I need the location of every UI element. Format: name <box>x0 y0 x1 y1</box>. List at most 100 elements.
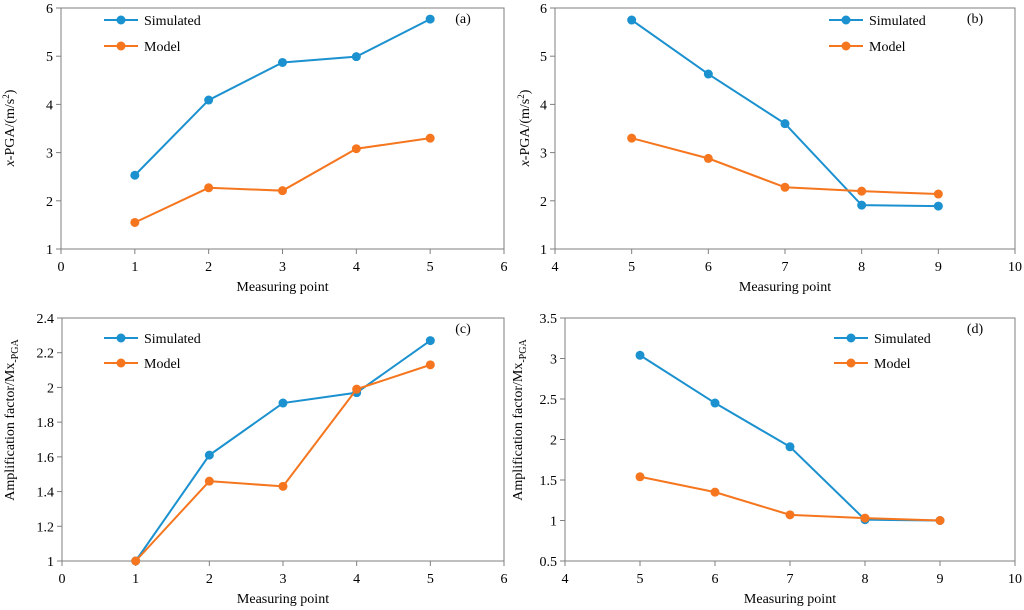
legend-marker <box>116 15 126 25</box>
x-tick-label: 0 <box>58 260 65 275</box>
x-tick-label: 2 <box>206 572 213 587</box>
series-line-model <box>134 137 431 224</box>
x-tick-label: 7 <box>782 260 789 275</box>
x-tick-label: 0 <box>59 572 66 587</box>
x-tick-label: 3 <box>279 260 286 275</box>
data-point-simulated <box>204 95 214 105</box>
y-tick-label: 2 <box>46 195 53 210</box>
data-point-model <box>780 182 790 192</box>
legend-label: Model <box>874 357 911 372</box>
data-point-simulated <box>627 15 637 25</box>
panel-label: (c) <box>455 322 471 337</box>
y-tick-label: 6 <box>540 2 547 17</box>
panel-label: (a) <box>455 12 471 27</box>
data-point-model <box>130 217 140 227</box>
data-point-model <box>204 476 214 486</box>
legend-label: Simulated <box>869 14 926 29</box>
data-point-simulated <box>278 57 287 67</box>
y-tick-label: 3.5 <box>540 312 558 327</box>
x-tick-label: 4 <box>353 572 360 587</box>
legend-label: Model <box>869 40 906 55</box>
y-tick-label: 1.4 <box>37 486 55 501</box>
y-tick-label: 3 <box>540 147 547 162</box>
legend-marker <box>841 41 851 51</box>
series-line-model <box>134 363 431 562</box>
y-tick-label: 1 <box>46 243 53 258</box>
data-point-simulated <box>703 69 713 79</box>
plot-frame <box>60 7 505 250</box>
data-point-simulated <box>204 450 214 460</box>
y-axis-label: Amplification factor/Mx-PGA <box>3 339 21 501</box>
x-axis-label: Measuring point <box>739 280 831 295</box>
data-point-simulated <box>635 350 645 360</box>
x-tick-label: 5 <box>628 260 635 275</box>
data-point-model <box>710 487 720 497</box>
y-axis-label: x-PGA/(m/s2) <box>516 89 533 167</box>
y-tick-label: 4 <box>46 98 53 113</box>
x-tick-label: 10 <box>1008 572 1022 587</box>
y-axis-label: Amplification factor/Mx-PGA <box>511 339 529 501</box>
y-tick-label: 5 <box>46 50 53 65</box>
legend-label: Simulated <box>144 332 201 347</box>
x-tick-label: 3 <box>280 572 287 587</box>
data-point-model <box>278 481 288 491</box>
x-tick-label: 6 <box>705 260 712 275</box>
data-point-simulated <box>278 398 288 408</box>
x-tick-label: 5 <box>637 572 644 587</box>
data-point-model <box>425 133 435 143</box>
data-point-model <box>635 472 645 482</box>
data-point-model <box>933 189 943 199</box>
chart-panel: 4 5 6 7 8 9 10 0.5 1 1.5 2 2.5 3 3.5 Measuring point Am… <box>511 312 1022 607</box>
plot-frame <box>554 7 1016 250</box>
data-point-simulated <box>857 200 867 210</box>
y-tick-label: 1.6 <box>37 451 55 466</box>
y-tick-label: 2 <box>550 434 557 449</box>
y-tick-label: 1 <box>550 515 557 530</box>
x-tick-label: 10 <box>1008 260 1022 275</box>
legend-label: Model <box>144 357 181 372</box>
y-tick-label: 1.8 <box>37 416 55 431</box>
y-tick-label: 2.2 <box>37 347 55 362</box>
y-tick-label: 1.5 <box>540 474 558 489</box>
data-point-model <box>860 513 870 523</box>
legend-label: Simulated <box>874 332 931 347</box>
y-tick-label: 1 <box>47 555 54 570</box>
data-point-model <box>131 556 141 566</box>
data-point-simulated <box>425 336 435 346</box>
x-tick-label: 6 <box>712 572 719 587</box>
y-tick-label: 3 <box>46 147 53 162</box>
y-tick-label: 3 <box>550 353 557 368</box>
x-tick-label: 1 <box>132 572 139 587</box>
y-tick-label: 2 <box>540 195 547 210</box>
chart-panel: 4 5 6 7 8 9 10 1 2 3 4 5 6 Measuring point x-PGA/(m/s2… <box>516 2 1022 295</box>
y-tick-label: 5 <box>540 50 547 65</box>
data-point-model <box>703 153 713 163</box>
x-tick-label: 5 <box>427 572 434 587</box>
series-line-simulated <box>639 354 941 522</box>
y-tick-label: 1 <box>540 243 547 258</box>
x-tick-label: 2 <box>205 260 212 275</box>
data-point-simulated <box>780 119 790 129</box>
y-tick-label: 4 <box>540 98 547 113</box>
data-point-model <box>785 510 795 520</box>
legend-marker <box>846 333 856 343</box>
y-axis-label: x-PGA/(m/s2) <box>1 89 18 167</box>
panel-label: (d) <box>967 322 984 337</box>
x-tick-label: 9 <box>935 260 942 275</box>
x-tick-label: 8 <box>862 572 869 587</box>
data-point-model <box>352 384 362 394</box>
legend-marker <box>846 358 856 368</box>
plot-frame <box>564 317 1016 562</box>
x-tick-label: 6 <box>501 572 508 587</box>
data-point-simulated <box>710 398 720 408</box>
y-tick-label: 2.5 <box>540 393 558 408</box>
x-tick-label: 4 <box>562 572 569 587</box>
x-axis-label: Measuring point <box>237 592 329 607</box>
data-point-simulated <box>351 52 361 62</box>
data-point-simulated <box>425 14 435 24</box>
series-line-simulated <box>134 339 431 562</box>
y-tick-label: 2 <box>47 381 54 396</box>
